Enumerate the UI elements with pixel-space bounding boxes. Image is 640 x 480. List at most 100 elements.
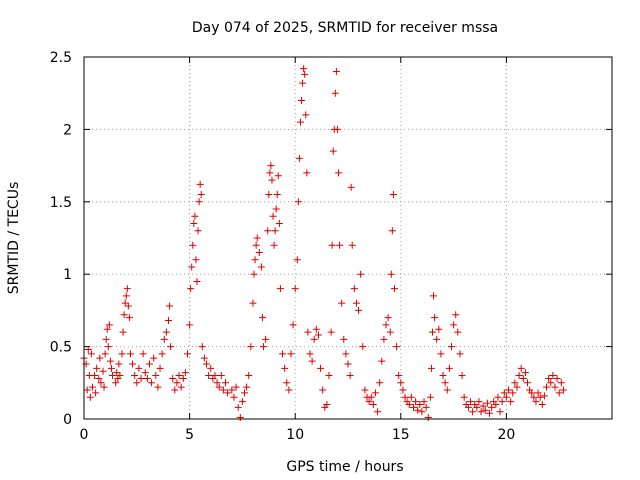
data-point: [300, 65, 308, 73]
data-point: [273, 191, 281, 199]
data-point: [118, 350, 126, 358]
data-point: [191, 212, 199, 220]
data-point: [289, 321, 297, 329]
data-point: [418, 408, 426, 416]
data-points: [80, 65, 567, 422]
chart-title: Day 074 of 2025, SRMTID for receiver mss…: [192, 20, 498, 36]
data-point: [262, 335, 270, 343]
data-point: [139, 350, 147, 358]
data-point: [507, 398, 515, 406]
data-point: [164, 317, 172, 325]
data-point: [141, 369, 149, 377]
data-point: [99, 367, 107, 375]
data-point: [317, 364, 325, 372]
data-point: [367, 393, 375, 401]
data-point: [202, 360, 210, 368]
y-tick-label: 1: [63, 267, 72, 283]
data-point: [119, 328, 127, 336]
data-point: [422, 403, 430, 411]
data-point: [479, 402, 487, 410]
data-point: [217, 372, 225, 380]
data-point: [162, 328, 170, 336]
data-point: [193, 277, 201, 285]
data-point: [395, 372, 403, 380]
data-point: [371, 389, 379, 397]
data-point: [433, 335, 441, 343]
data-point: [258, 314, 266, 322]
data-point: [131, 372, 139, 380]
data-point: [299, 79, 307, 87]
data-point: [338, 299, 346, 307]
data-point: [171, 386, 179, 394]
data-point: [158, 350, 166, 358]
data-point: [494, 393, 502, 401]
data-point: [524, 379, 532, 387]
data-point: [361, 386, 369, 394]
data-point: [409, 403, 417, 411]
data-point: [215, 383, 223, 391]
data-point: [355, 306, 363, 314]
data-point: [179, 374, 187, 382]
data-point: [532, 398, 540, 406]
data-point: [306, 350, 314, 358]
data-point: [243, 383, 251, 391]
data-point: [97, 379, 105, 387]
data-point: [271, 227, 279, 235]
data-point: [502, 393, 510, 401]
data-point: [264, 227, 272, 235]
data-point: [536, 393, 544, 401]
data-point: [175, 372, 183, 380]
data-point: [298, 96, 306, 104]
data-point: [397, 379, 405, 387]
data-point: [181, 369, 189, 377]
data-point: [183, 350, 191, 358]
data-point: [283, 379, 291, 387]
data-point: [557, 379, 565, 387]
data-point: [350, 285, 358, 293]
data-point: [207, 364, 215, 372]
data-point: [481, 406, 489, 414]
data-point: [407, 393, 415, 401]
data-point: [365, 398, 373, 406]
data-point: [96, 354, 104, 362]
data-point: [540, 392, 548, 400]
data-point: [344, 360, 352, 368]
data-point: [252, 241, 260, 249]
data-point: [319, 386, 327, 394]
data-point: [528, 389, 536, 397]
data-point: [304, 328, 312, 336]
data-point: [427, 364, 435, 372]
data-point: [456, 350, 464, 358]
data-point: [192, 256, 200, 264]
data-point: [265, 191, 273, 199]
data-point: [543, 383, 551, 391]
data-point: [559, 386, 567, 394]
data-point: [143, 374, 151, 382]
data-point: [211, 372, 219, 380]
data-point: [332, 67, 340, 75]
data-point: [426, 393, 434, 401]
data-point: [513, 383, 521, 391]
data-point: [274, 172, 282, 180]
data-point: [187, 285, 195, 293]
data-point: [236, 414, 244, 422]
data-point: [295, 154, 303, 162]
data-point: [390, 285, 398, 293]
data-point: [340, 335, 348, 343]
data-point: [91, 372, 99, 380]
data-point: [113, 369, 121, 377]
data-point: [106, 357, 114, 365]
data-point: [328, 241, 336, 249]
data-point: [488, 403, 496, 411]
data-point: [190, 220, 198, 228]
x-tick-label: 5: [185, 427, 194, 443]
data-point: [95, 374, 103, 382]
y-tick-label: 2: [63, 122, 72, 138]
data-point: [125, 314, 133, 322]
data-point: [545, 374, 553, 382]
data-point: [447, 343, 455, 351]
data-point: [247, 343, 255, 351]
data-point: [177, 383, 185, 391]
data-point: [232, 383, 240, 391]
